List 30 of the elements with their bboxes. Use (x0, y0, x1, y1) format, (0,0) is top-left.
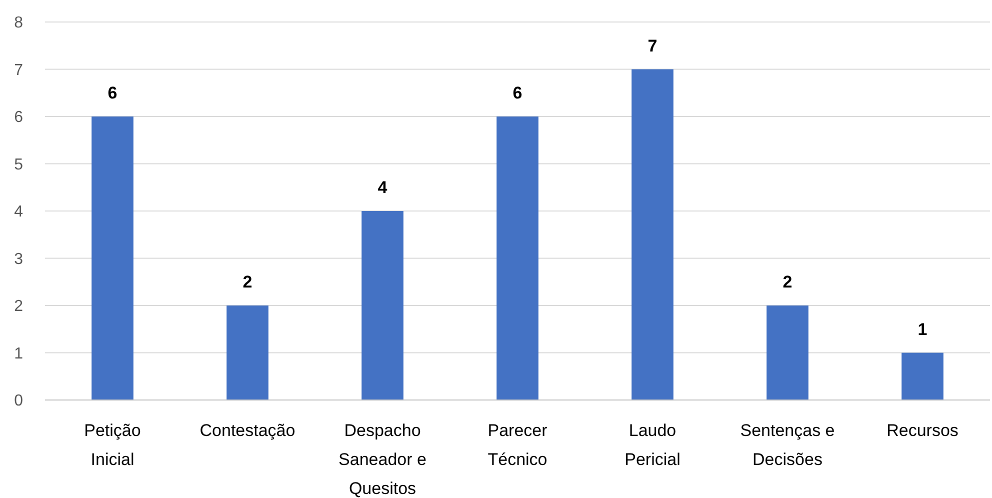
y-tick-label: 3 (14, 250, 24, 268)
data-label: 2 (782, 272, 792, 292)
bar (92, 116, 134, 400)
y-tick-label: 0 (14, 392, 24, 410)
data-label: 2 (242, 272, 252, 292)
data-label: 6 (512, 84, 522, 102)
x-tick-label: Despacho Saneador e Quesitos (338, 421, 426, 498)
bar (632, 69, 674, 400)
x-tick-label: Petição Inicial (84, 421, 141, 469)
bar (766, 306, 808, 400)
y-tick-label: 1 (14, 345, 24, 362)
bar (496, 116, 538, 400)
y-tick-label: 5 (14, 156, 24, 174)
y-tick-label: 8 (14, 14, 24, 32)
y-tick-label: 7 (14, 62, 24, 79)
bar (902, 352, 944, 400)
y-tick-label: 6 (14, 109, 24, 126)
bar (362, 211, 404, 400)
data-label: 6 (108, 84, 118, 102)
x-tick-label: Recursos (886, 421, 958, 440)
x-tick-label: Parecer Técnico (488, 421, 548, 469)
x-tick-label: Laudo Pericial (624, 421, 680, 469)
data-label: 1 (918, 320, 928, 339)
x-tick-label: Sentenças e Decisões (740, 421, 835, 469)
data-label: 4 (378, 178, 388, 197)
x-tick-label: Contestação (200, 421, 296, 440)
bar (226, 306, 268, 400)
y-tick-label: 2 (14, 298, 24, 316)
data-label: 7 (648, 36, 658, 56)
y-tick-label: 4 (14, 204, 24, 221)
